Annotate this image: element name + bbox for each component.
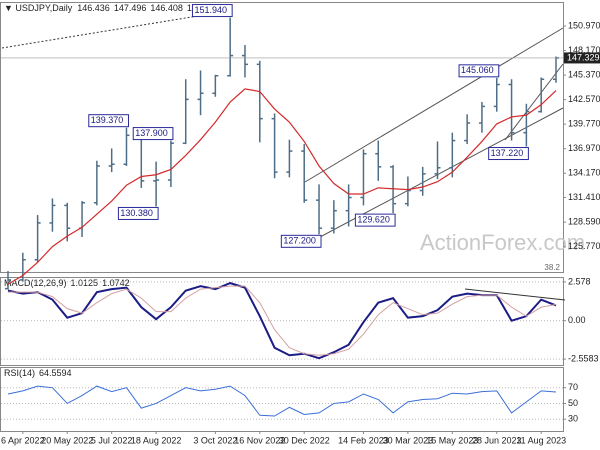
dotted-trendline <box>1 13 211 49</box>
annotation-box <box>117 206 159 220</box>
rsi-last: 64.5594 <box>39 368 72 378</box>
annotation-label: 139.370 <box>91 115 124 125</box>
annotation-label: 137.900 <box>135 128 168 138</box>
x-tick-label: 18 Aug 2022 <box>131 435 182 445</box>
y-tick-label: 2.578 <box>568 276 591 286</box>
macd-header: MACD(12,26,9) 1.0125 1.0742 <box>4 278 130 288</box>
y-tick-label: -2.5583 <box>568 353 599 363</box>
annotation-box <box>488 147 529 161</box>
x-tick-label: 5 Jul 2022 <box>91 435 133 445</box>
y-tick-label: 145.370 <box>568 69 600 79</box>
series-line <box>7 385 557 417</box>
annotation-box <box>88 114 129 128</box>
y-tick-label: 30 <box>568 414 578 424</box>
y-tick-label: 142.570 <box>568 94 600 104</box>
x-tick-label: 28 Jun 2023 <box>472 435 522 445</box>
last-price-box <box>564 52 600 64</box>
annotation-box <box>354 213 396 227</box>
y-tick-label: 148.170 <box>568 45 600 55</box>
y-tick-label: 150.970 <box>568 20 600 30</box>
x-tick-label: 14 Feb 2023 <box>338 435 389 445</box>
last-price-label: 147.329 <box>567 52 600 62</box>
annotation-box <box>458 64 500 78</box>
annotation-box <box>191 4 233 18</box>
y-tick-label: 125.770 <box>568 241 600 251</box>
y-tick-label: 50 <box>568 398 578 408</box>
signal-last: 1.0742 <box>102 278 130 288</box>
annotation-label: 151.940 <box>194 5 227 15</box>
high: 147.496 <box>114 3 147 13</box>
channel-inner <box>504 63 564 141</box>
annotation-label: 129.620 <box>357 214 390 224</box>
y-tick-label: 139.770 <box>568 119 600 129</box>
x-tick-label: 6 Apr 2022 <box>1 435 45 445</box>
x-tick-label: 16 Nov 2022 <box>234 435 285 445</box>
x-tick-label: 20 May 2022 <box>41 435 93 445</box>
macd-last: 1.0125 <box>71 278 99 288</box>
x-tick-label: 15 May 2023 <box>426 435 478 445</box>
rsi-title: RSI(14) <box>4 368 35 378</box>
y-tick-label: 0.00 <box>568 315 586 325</box>
annotation-box <box>132 127 174 141</box>
series-line <box>7 282 557 360</box>
x-tick-label: 11 Aug 2023 <box>516 435 566 445</box>
y-tick-label: 128.590 <box>568 217 600 227</box>
macd-resistance <box>464 288 566 301</box>
fib-label: 38.2 <box>544 263 560 272</box>
y-tick-label: 134.170 <box>568 168 600 178</box>
x-tick-label: 30 Mar 2023 <box>383 435 434 445</box>
symbol: USDJPY,Daily <box>15 3 72 13</box>
rsi-header: RSI(14) 64.5594 <box>4 368 72 378</box>
annotation-label: 137.220 <box>491 148 524 158</box>
annotation-label: 127.200 <box>283 236 316 246</box>
y-tick-label: 70 <box>568 382 578 392</box>
annotation-box <box>280 234 322 248</box>
x-tick-label: 30 Dec 2022 <box>279 435 330 445</box>
watermark: ActionForex.com <box>420 230 585 255</box>
y-tick-label: 136.970 <box>568 143 600 153</box>
y-tick-label: 131.410 <box>568 192 600 202</box>
header-icon: ▼ <box>4 3 15 13</box>
annotation-label: 130.380 <box>120 208 153 218</box>
low: 146.408 <box>150 3 183 13</box>
price-panel <box>0 2 564 273</box>
x-tick-label: 3 Oct 2022 <box>193 435 237 445</box>
channel-upper <box>304 27 564 183</box>
open: 146.436 <box>77 3 110 13</box>
moving-average <box>7 88 557 285</box>
rsi-panel <box>0 367 564 432</box>
annotation-label: 145.060 <box>461 65 494 75</box>
macd-panel <box>0 277 564 366</box>
macd-title: MACD(12,26,9) <box>4 278 67 288</box>
series-line <box>8 285 557 356</box>
